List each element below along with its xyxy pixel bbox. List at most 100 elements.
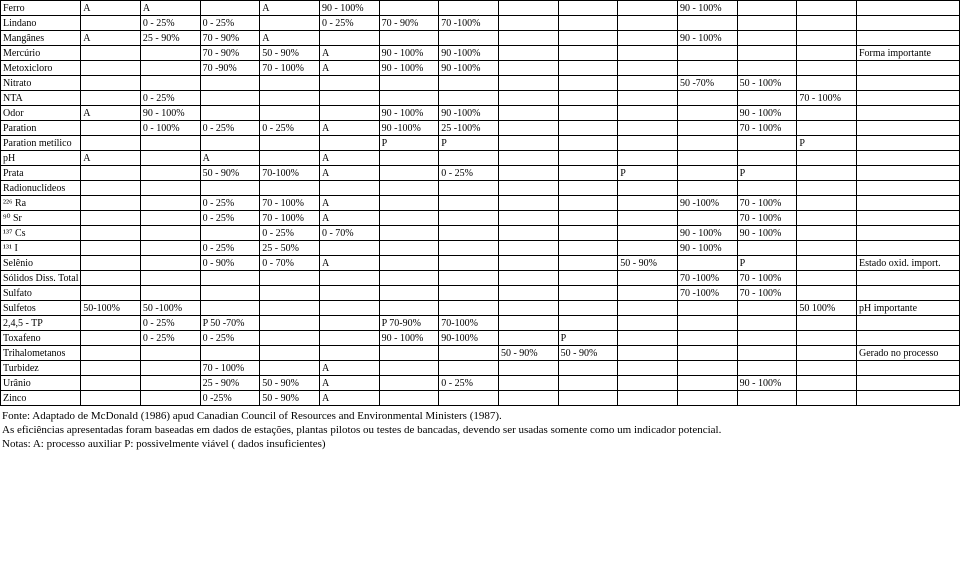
table-cell: P 70-90% — [379, 316, 439, 331]
table-cell — [498, 106, 558, 121]
table-cell — [379, 31, 439, 46]
table-cell: 70 - 100% — [737, 121, 797, 136]
table-cell — [797, 76, 857, 91]
table-cell — [319, 181, 379, 196]
table-cell: 0 - 25% — [200, 196, 260, 211]
table-cell — [81, 46, 141, 61]
table-cell — [379, 391, 439, 406]
table-cell — [439, 241, 499, 256]
table-row: OdorA90 - 100%90 - 100%90 -100%90 - 100% — [1, 106, 960, 121]
table-cell — [379, 241, 439, 256]
row-label: ⁹⁰ Sr — [1, 211, 81, 226]
table-cell — [200, 181, 260, 196]
table-cell — [618, 376, 678, 391]
table-cell — [558, 16, 618, 31]
table-cell: 50 - 90% — [618, 256, 678, 271]
table-cell — [558, 46, 618, 61]
table-cell — [797, 316, 857, 331]
table-cell — [319, 286, 379, 301]
table-row: NTA0 - 25%70 - 100% — [1, 91, 960, 106]
table-cell — [319, 316, 379, 331]
table-cell: A — [319, 391, 379, 406]
table-cell: P — [737, 166, 797, 181]
table-cell — [319, 241, 379, 256]
table-cell — [797, 331, 857, 346]
table-cell — [140, 61, 200, 76]
table-cell — [677, 331, 737, 346]
table-cell — [379, 301, 439, 316]
table-cell: 50 - 90% — [498, 346, 558, 361]
table-cell: 50 - 90% — [260, 391, 320, 406]
table-cell — [81, 121, 141, 136]
row-label: Sulfato — [1, 286, 81, 301]
table-cell — [498, 211, 558, 226]
table-cell: 0 - 25% — [200, 16, 260, 31]
table-cell: pH importante — [856, 301, 959, 316]
table-cell — [618, 121, 678, 136]
table-cell — [498, 391, 558, 406]
table-cell: 50-100% — [81, 301, 141, 316]
table-cell: 50 -70% — [677, 76, 737, 91]
table-cell — [618, 391, 678, 406]
row-label: Mercúrio — [1, 46, 81, 61]
table-cell — [498, 151, 558, 166]
table-cell: 0 - 25% — [140, 316, 200, 331]
table-cell — [260, 106, 320, 121]
table-cell — [558, 151, 618, 166]
table-cell — [797, 61, 857, 76]
table-cell — [856, 166, 959, 181]
footnote-line: As eficiências apresentadas foram basead… — [2, 424, 958, 438]
row-label: Mangânes — [1, 31, 81, 46]
table-cell — [81, 346, 141, 361]
table-cell — [797, 46, 857, 61]
table-cell — [677, 106, 737, 121]
table-cell — [737, 136, 797, 151]
table-row: Zinco0 -25%50 - 90%A — [1, 391, 960, 406]
row-label: Paration — [1, 121, 81, 136]
table-cell — [200, 301, 260, 316]
table-cell — [737, 61, 797, 76]
table-cell: 70 - 100% — [737, 271, 797, 286]
table-cell: 0 - 25% — [319, 16, 379, 31]
table-cell: P — [379, 136, 439, 151]
table-cell — [319, 301, 379, 316]
table-cell — [797, 16, 857, 31]
table-cell — [498, 181, 558, 196]
table-cell — [439, 271, 499, 286]
table-cell — [81, 211, 141, 226]
table-cell — [498, 241, 558, 256]
table-cell: A — [319, 196, 379, 211]
table-row: Sulfato70 -100%70 - 100% — [1, 286, 960, 301]
table-cell: 50 - 100% — [737, 76, 797, 91]
table-cell: 25 - 90% — [140, 31, 200, 46]
table-cell: 0 - 25% — [140, 91, 200, 106]
table-cell — [140, 76, 200, 91]
table-cell — [439, 391, 499, 406]
table-cell — [856, 1, 959, 16]
table-cell: 90 - 100% — [379, 331, 439, 346]
table-cell — [737, 316, 797, 331]
table-cell — [737, 31, 797, 46]
table-cell — [140, 136, 200, 151]
table-cell — [140, 196, 200, 211]
table-cell — [856, 91, 959, 106]
table-cell: 70 - 100% — [737, 286, 797, 301]
table-cell: 0 - 25% — [200, 331, 260, 346]
table-cell — [677, 166, 737, 181]
table-cell — [140, 241, 200, 256]
table-row: Turbidez70 - 100%A — [1, 361, 960, 376]
table-cell — [379, 376, 439, 391]
table-cell: A — [81, 1, 141, 16]
row-label: NTA — [1, 91, 81, 106]
table-cell — [797, 361, 857, 376]
table-cell — [677, 346, 737, 361]
table-cell: 0 - 25% — [260, 226, 320, 241]
table-cell — [319, 331, 379, 346]
table-cell — [677, 121, 737, 136]
table-cell — [81, 136, 141, 151]
table-cell — [319, 346, 379, 361]
table-cell — [140, 286, 200, 301]
table-cell: 0 - 25% — [260, 121, 320, 136]
table-cell: A — [319, 256, 379, 271]
row-label: pH — [1, 151, 81, 166]
